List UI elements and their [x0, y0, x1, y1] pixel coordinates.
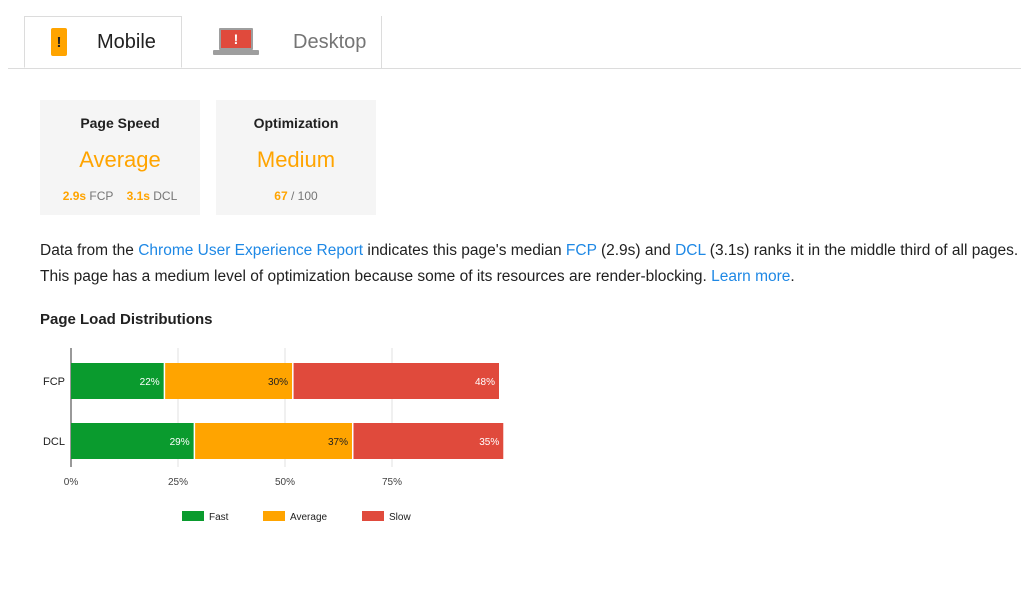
optimization-card: Optimization Medium 67 / 100	[216, 100, 376, 215]
description-text: (2.9s) and	[596, 242, 676, 259]
data-label: 30%	[268, 377, 288, 388]
svg-text:!: !	[234, 31, 239, 47]
bar-segment-slow	[293, 363, 499, 399]
description-text: Data from the	[40, 242, 139, 259]
device-tab-bar: ! Mobile ! Desktop	[8, 16, 1021, 69]
optimization-score-suffix: / 100	[287, 189, 318, 203]
page-load-distributions-title: Page Load Distributions	[40, 311, 213, 328]
x-tick-label: 0%	[64, 477, 79, 488]
fcp-link[interactable]: FCP	[565, 242, 597, 259]
laptop-icon: !	[213, 28, 259, 56]
page-speed-card: Page Speed Average 2.9s FCP 3.1s DCL	[40, 100, 200, 215]
legend-label: Slow	[389, 512, 411, 523]
category-label: FCP	[43, 376, 65, 388]
mobile-phone-icon: !	[51, 28, 67, 56]
description-paragraph: Data from the Chrome User Experience Rep…	[40, 238, 1020, 290]
tab-desktop[interactable]: ! Desktop	[182, 16, 382, 68]
bar-segment-fast	[71, 363, 164, 399]
bar-segment-average	[165, 363, 293, 399]
optimization-title: Optimization	[253, 115, 339, 131]
data-label: 29%	[170, 437, 190, 448]
page-speed-metrics: 2.9s FCP 3.1s DCL	[40, 189, 200, 203]
category-label: DCL	[43, 436, 65, 448]
dcl-metric-label: DCL	[153, 189, 178, 203]
page-speed-value: Average	[79, 147, 161, 172]
x-tick-label: 75%	[382, 477, 402, 488]
tab-mobile-label: Mobile	[97, 30, 156, 53]
optimization-score: 67 / 100	[216, 189, 376, 203]
legend-swatch-slow	[362, 511, 384, 521]
data-label: 22%	[140, 377, 160, 388]
tab-desktop-label: Desktop	[293, 30, 367, 53]
bar-segment-slow	[353, 423, 504, 459]
legend-swatch-average	[263, 511, 285, 521]
x-tick-label: 50%	[275, 477, 295, 488]
fcp-metric-value: 2.9s	[62, 189, 87, 203]
optimization-value: Medium	[256, 147, 336, 172]
bar-segment-fast	[71, 423, 194, 459]
learn-more-link[interactable]: Learn more	[711, 268, 791, 285]
optimization-score-value: 67	[274, 189, 288, 203]
dcl-link[interactable]: DCL	[675, 242, 706, 259]
data-label: 37%	[328, 437, 348, 448]
bar-segment-average	[195, 423, 352, 459]
svg-text:!: !	[57, 34, 62, 51]
dcl-metric-value: 3.1s	[126, 189, 150, 203]
fcp-metric-label: FCP	[89, 189, 114, 203]
description-text: indicates this page's median	[363, 242, 566, 259]
page-load-distribution-chart: FCP 22% 30% 48% DCL 29% 37% 35% 0% 25% 50% 75% Fast A…	[43, 348, 504, 523]
description-text: (3.1s) ranks it in the middle third of a…	[40, 242, 1019, 285]
page-speed-title: Page Speed	[80, 115, 160, 131]
legend-swatch-fast	[182, 511, 204, 521]
x-tick-label: 25%	[168, 477, 188, 488]
legend-label: Average	[290, 512, 328, 523]
tab-mobile[interactable]: ! Mobile	[24, 16, 182, 68]
description-text: .	[790, 268, 795, 285]
legend-label: Fast	[209, 512, 229, 523]
chrome-ux-report-link[interactable]: Chrome User Experience Report	[138, 242, 364, 259]
data-label: 48%	[475, 377, 495, 388]
data-label: 35%	[479, 437, 499, 448]
